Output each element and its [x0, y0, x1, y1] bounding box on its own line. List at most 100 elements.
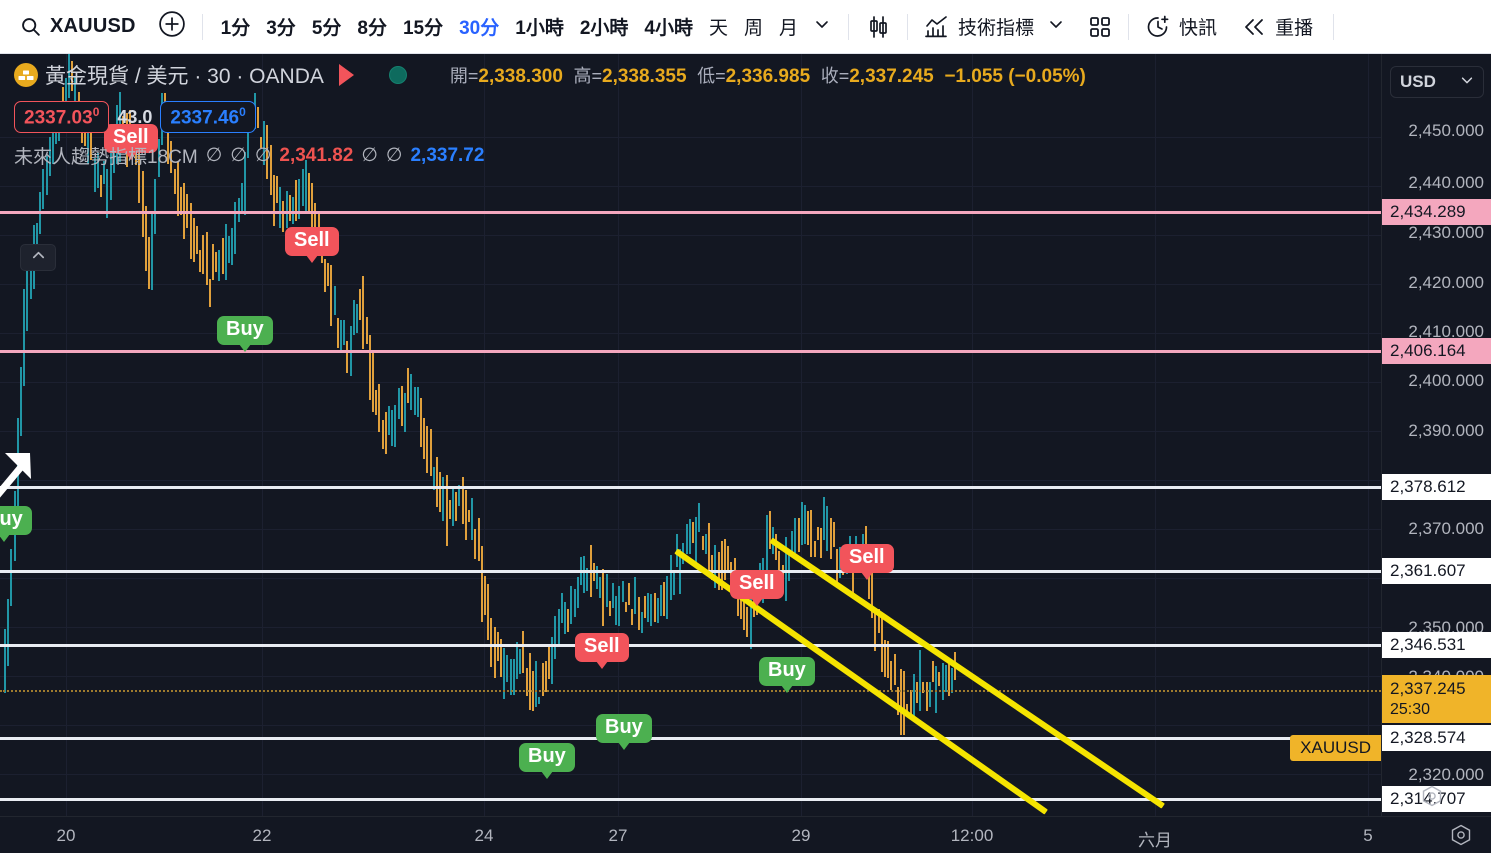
sell-price-pill[interactable]: 2337.030 [14, 101, 110, 134]
alerts-button[interactable]: 快訊 [1139, 9, 1223, 44]
price-level-badge[interactable]: 2,346.531 [1382, 632, 1491, 658]
chart-type-button[interactable] [859, 10, 897, 44]
currency-select[interactable]: USD [1390, 66, 1484, 98]
symbol-search-button[interactable]: XAUUSD [10, 15, 144, 38]
price-level-line[interactable] [0, 644, 1381, 647]
price-axis-tick: 2,430.000 [1408, 223, 1484, 242]
signal-badge-buy[interactable]: Buy [759, 657, 815, 693]
candle-bar [942, 662, 944, 700]
candle-bar [574, 588, 576, 618]
layout-button[interactable] [1082, 11, 1118, 43]
candle-bar [910, 690, 912, 717]
buy-price-pill[interactable]: 2337.460 [160, 101, 256, 134]
timeframe-month[interactable]: 月 [779, 18, 799, 39]
signal-badge-buy[interactable]: Buy [217, 316, 273, 352]
candle-bar [714, 544, 716, 589]
grid-line-vertical [1368, 54, 1369, 816]
symbol-label: XAUUSD [50, 15, 136, 37]
candle-bar [913, 674, 915, 719]
signal-badge-sell[interactable]: Sell [575, 633, 629, 669]
candle-bar [103, 160, 105, 185]
timeframe-15m[interactable]: 15分 [402, 18, 444, 39]
signal-badge-sell[interactable]: Sell [285, 227, 339, 263]
timeframe-4h[interactable]: 4小時 [644, 18, 693, 39]
candle-bar [878, 609, 880, 634]
candle-bar [823, 497, 825, 541]
replay-button[interactable]: 重播 [1235, 9, 1319, 44]
timeframe-8m[interactable]: 8分 [357, 18, 387, 39]
chart-canvas[interactable]: Sell Sell Buy Buy Sell Buy Buy Sell Buy Sell [0, 54, 1381, 816]
candle-bar [481, 545, 483, 623]
collapse-pane-button[interactable] [20, 244, 56, 271]
price-level-line[interactable] [0, 350, 1381, 353]
price-level-badge[interactable]: 2,378.612 [1382, 474, 1491, 500]
price-axis-tick: 2,410.000 [1408, 322, 1484, 341]
price-level-line[interactable] [0, 570, 1381, 573]
indicators-button[interactable]: 技術指標 [918, 9, 1040, 44]
timeframe-30m[interactable]: 30分 [459, 18, 500, 39]
price-level-line[interactable] [0, 737, 1381, 740]
timeframe-1m[interactable]: 1分 [220, 18, 251, 39]
time-axis[interactable]: 20 22 24 27 29 12:00 六月 5 [0, 816, 1491, 853]
timeframe-3m[interactable]: 3分 [266, 18, 296, 39]
candle-bar [535, 660, 537, 707]
candle-bar [279, 186, 281, 228]
indicator-value-2: ∅ [230, 145, 247, 167]
add-symbol-button[interactable] [158, 10, 186, 43]
price-axis-tick: 2,450.000 [1408, 121, 1484, 140]
price-level-badge[interactable]: 2,434.289 [1382, 199, 1491, 225]
signal-badge-buy[interactable]: Buy [596, 714, 652, 750]
indicator-name[interactable]: 未來人趨勢指標18CM [14, 147, 198, 169]
candle-bar [158, 138, 160, 178]
candle-bar [177, 161, 179, 216]
timeframe-week[interactable]: 周 [744, 18, 764, 39]
grid-line-horizontal [0, 186, 1381, 187]
candle-bar [430, 429, 432, 477]
candle-bar [830, 518, 832, 559]
price-level-line[interactable] [0, 486, 1381, 489]
candle-bar [644, 596, 646, 619]
timeframe-5m[interactable]: 5分 [311, 18, 342, 39]
candle-bar [74, 77, 76, 117]
candle-bar [692, 522, 694, 544]
candle-bar [372, 350, 374, 412]
price-level-badge[interactable]: 2,328.574 [1382, 725, 1491, 751]
candle-bar [554, 615, 556, 660]
candle-bar [4, 629, 6, 694]
ohlc-high-value: 2,338.355 [602, 66, 687, 87]
grid-line-horizontal [0, 137, 1381, 138]
timeframe-2h[interactable]: 2小時 [579, 18, 629, 39]
candle-bar [487, 583, 489, 640]
candle-bar [71, 60, 73, 92]
grid-line-horizontal [0, 382, 1381, 383]
timeframe-more-button[interactable] [806, 16, 838, 37]
price-level-line[interactable] [0, 798, 1381, 801]
signal-badge-sell[interactable]: Sell [104, 124, 158, 160]
buy-price-value: 2337.46 [170, 107, 240, 129]
axis-settings-icon[interactable] [1420, 784, 1444, 813]
price-axis[interactable]: USD 2,450.000 2,440.000 2,430.000 2,420.000… [1381, 54, 1491, 816]
signal-badge-sell[interactable]: Sell [840, 544, 894, 580]
candle-bar [65, 78, 67, 115]
price-level-line[interactable] [0, 211, 1381, 214]
grid-line-horizontal [0, 431, 1381, 432]
axis-settings-icon[interactable] [1449, 823, 1473, 852]
up-right-arrow-annotation-icon[interactable] [0, 439, 40, 506]
signal-badge-buy[interactable]: Buy [0, 506, 32, 542]
timeframe-1h[interactable]: 1小時 [515, 18, 564, 39]
price-level-badge[interactable]: 2,361.607 [1382, 558, 1491, 584]
indicators-more-button[interactable] [1040, 16, 1072, 37]
candle-bar [628, 582, 630, 606]
signal-badge-sell[interactable]: Sell [730, 570, 784, 606]
candle-bar [282, 201, 284, 233]
price-axis-tick: 2,370.000 [1408, 519, 1484, 538]
replay-label: 重播 [1275, 18, 1314, 39]
candle-bar [30, 268, 32, 299]
candle-bar [436, 457, 438, 507]
signal-badge-buy[interactable]: Buy [519, 743, 575, 779]
price-level-badge[interactable]: 2,406.164 [1382, 338, 1491, 364]
timeframe-day[interactable]: 天 [708, 18, 728, 39]
candle-bar [257, 107, 259, 129]
price-level-badge[interactable]: 2,314.707 [1382, 786, 1491, 812]
chart-title[interactable]: 黃金現貨 / 美元 · 30 · OANDA [45, 65, 324, 88]
